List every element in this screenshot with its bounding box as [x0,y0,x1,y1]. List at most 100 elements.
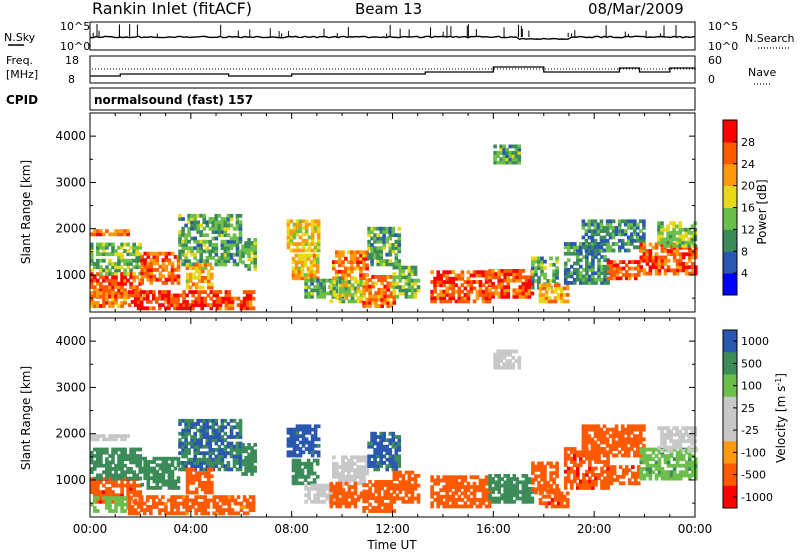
heatmap-cell [235,451,240,456]
heatmap-cell [140,466,144,471]
heatmap-cell [524,294,529,299]
heatmap-cell [518,272,523,276]
heatmap-cell [666,449,670,453]
heatmap-cell [499,144,503,149]
heatmap-cell [663,454,668,458]
heatmap-cell [478,270,483,275]
heatmap-cell [347,494,352,499]
heatmap-cell [196,239,200,244]
heatmap-cell [127,290,132,294]
heatmap-cell [512,486,517,491]
heatmap-cell [362,483,366,487]
heatmap-cell [663,255,668,260]
heatmap-cell [611,447,616,451]
heatmap-cell [392,496,397,501]
heatmap-cell [463,488,468,493]
heatmap-cell [214,217,219,221]
heatmap-cell [472,481,477,486]
heatmap-cell [599,222,604,227]
heatmap-cell [135,473,139,478]
heatmap-cell [202,213,206,218]
heatmap-cell [161,466,166,471]
heatmap-cell [454,289,459,294]
heatmap-cell [563,486,568,490]
heatmap-cell [353,286,358,291]
heatmap-cell [139,303,144,307]
heatmap-cell [491,269,495,273]
heatmap-cell [120,460,124,465]
heatmap-cell [335,491,340,496]
heatmap-cell [379,448,383,452]
heatmap-cell [93,509,97,513]
heatmap-cell [666,234,670,239]
heatmap-cell [111,300,115,305]
heatmap-cell [200,511,204,516]
heatmap-cell [188,266,193,270]
heatmap-cell [304,229,309,233]
heatmap-cell [111,275,115,280]
heatmap-cell [188,306,192,311]
heatmap-cell [191,505,195,509]
heatmap-cell [540,256,544,261]
heatmap-cell [620,229,625,233]
heatmap-cell [472,273,477,278]
heatmap-cell [196,226,200,231]
heatmap-cell [512,291,517,296]
heatmap-cell [313,225,318,230]
heatmap-cell [206,293,211,298]
heatmap-cell [527,278,532,283]
heatmap-cell [362,260,366,264]
heatmap-cell [220,451,225,456]
heatmap-cell [626,430,631,435]
heatmap-cell [289,232,294,237]
heatmap-cell [329,501,334,506]
heatmap-cell [200,501,204,506]
heatmap-cell [599,229,604,233]
heatmap-cell [298,450,303,455]
heatmap-cell [576,274,580,279]
heatmap-cell [623,443,628,448]
heatmap-cell [105,437,109,442]
heatmap-cell [347,286,352,291]
heatmap-cell [310,440,315,445]
heatmap-cell [538,491,543,496]
heatmap-cell [388,243,393,247]
heatmap-cell [173,456,178,461]
heatmap-cell [433,481,437,486]
heatmap-cell [457,299,462,304]
heatmap-cell [316,486,320,491]
heatmap-cell [442,273,446,278]
heatmap-cell [377,505,381,510]
heatmap-cell [207,467,211,472]
heatmap-cell [247,455,251,460]
heatmap-cell [491,272,495,276]
heatmap-cell [407,275,412,280]
heatmap-cell [93,288,97,293]
heatmap-cell [138,447,142,452]
heatmap-cell [657,265,662,270]
heatmap-cell [194,296,198,301]
heatmap-cell [503,294,507,299]
heatmap-cell [356,256,360,261]
heatmap-cell [365,297,369,302]
heatmap-cell [218,508,223,512]
heatmap-cell [200,495,204,499]
heatmap-cell [250,468,254,473]
heatmap-cell [306,253,311,258]
heatmap-cell [394,457,399,462]
heatmap-cell [344,461,348,466]
heatmap-cell [170,300,174,304]
heatmap-cell [176,306,180,311]
heatmap-cell [90,252,94,257]
heatmap-cell [651,245,656,250]
heatmap-cell [200,471,205,475]
heatmap-cell [105,463,109,468]
heatmap-cell [581,427,586,432]
heatmap-cell [454,478,459,483]
heatmap-cell [200,262,205,267]
heatmap-cell [515,275,520,280]
heatmap-cell [149,300,153,304]
heatmap-cell [555,266,559,270]
heatmap-cell [675,271,680,276]
heatmap-cell [208,454,213,459]
